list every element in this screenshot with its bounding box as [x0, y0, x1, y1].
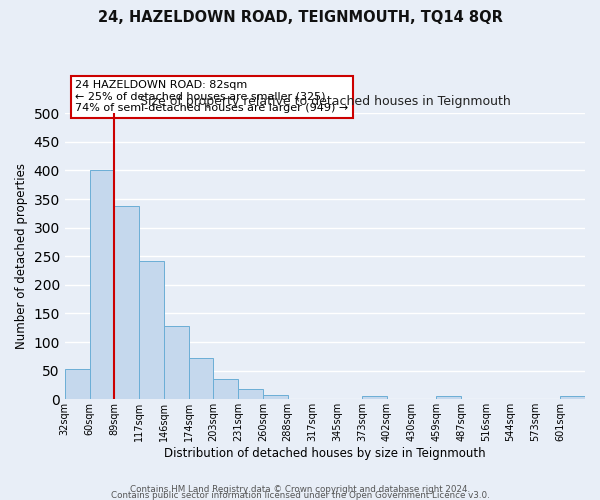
Text: Contains public sector information licensed under the Open Government Licence v3: Contains public sector information licen…	[110, 490, 490, 500]
Bar	[560, 396, 585, 400]
Text: Contains HM Land Registry data © Crown copyright and database right 2024.: Contains HM Land Registry data © Crown c…	[130, 484, 470, 494]
Bar	[188, 358, 214, 400]
Bar	[263, 396, 288, 400]
Title: Size of property relative to detached houses in Teignmouth: Size of property relative to detached ho…	[140, 95, 510, 108]
Bar	[164, 326, 188, 400]
Bar	[115, 206, 139, 400]
Bar	[214, 380, 238, 400]
Text: 24, HAZELDOWN ROAD, TEIGNMOUTH, TQ14 8QR: 24, HAZELDOWN ROAD, TEIGNMOUTH, TQ14 8QR	[98, 10, 502, 25]
Bar	[436, 396, 461, 400]
Bar	[65, 369, 89, 400]
Bar	[362, 396, 387, 400]
Bar	[238, 389, 263, 400]
Bar	[89, 170, 115, 400]
Bar	[139, 261, 164, 400]
Y-axis label: Number of detached properties: Number of detached properties	[15, 163, 28, 349]
Text: 24 HAZELDOWN ROAD: 82sqm
← 25% of detached houses are smaller (325)
74% of semi-: 24 HAZELDOWN ROAD: 82sqm ← 25% of detach…	[75, 80, 349, 113]
X-axis label: Distribution of detached houses by size in Teignmouth: Distribution of detached houses by size …	[164, 447, 486, 460]
